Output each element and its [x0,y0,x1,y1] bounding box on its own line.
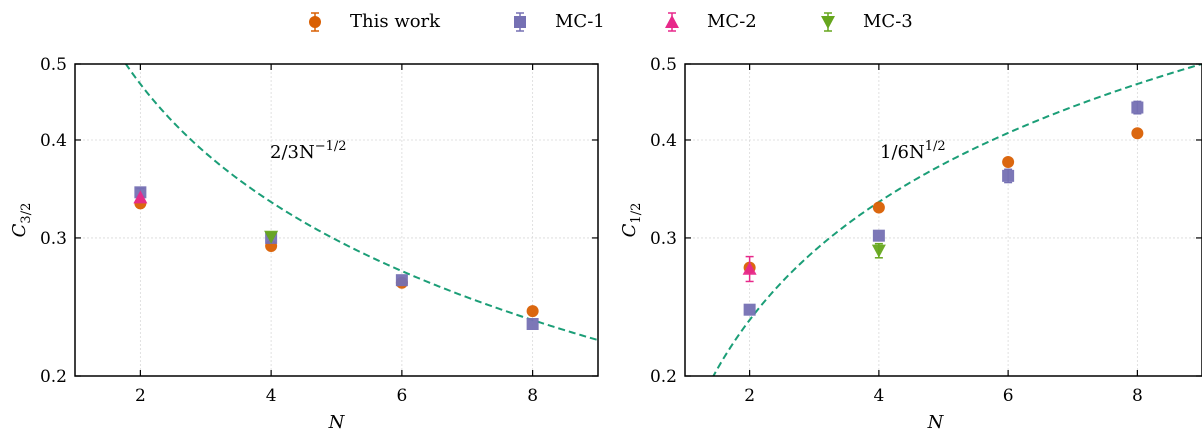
data-point-circle [872,201,885,214]
x-tick-label: 4 [873,386,884,406]
legend-label-mc-2: MC-2 [707,11,757,32]
x-tick-label: 8 [527,386,538,406]
data-point-circle [526,305,539,318]
legend-label-mc-3: MC-3 [863,11,913,32]
curve-annotation: 2/3N−1/2 [270,139,347,163]
chart-panel-1: 2 4 6 8 0.2 0.3 0.4 0.5 N C3/2 2/3N−1/2 [9,55,599,433]
x-tick-label: 6 [396,386,407,406]
data-point-square [872,229,885,242]
data-point-triangle-up [742,261,757,275]
axes-frame [684,63,1202,377]
y-tick-label: 0.3 [650,229,677,249]
triangle-up-marker-icon [665,12,679,32]
square-marker-icon [514,12,526,32]
legend-label-mc-1: MC-1 [555,11,605,32]
curve-annotation-base: 1/6N [880,142,925,163]
y-tick-label: 0.4 [650,131,677,151]
y-tick-label: 0.4 [40,131,67,151]
y-tick-label: 0.2 [40,367,67,387]
y-tick-label: 0.5 [650,55,677,75]
fit-curve [124,64,598,342]
triangle-down-marker-icon [821,12,835,32]
data-point-triangle-down [871,244,886,258]
y-axis-label-main: C [619,223,640,237]
data-point-circle [1002,155,1015,168]
curve-annotation: 1/6N1/2 [880,139,946,163]
x-tick-label: 2 [135,386,146,406]
y-axis-label-sub: 1/2 [629,203,644,224]
data-point-square [743,303,756,316]
fit-curve [712,64,1202,376]
x-tick-label: 8 [1132,386,1143,406]
axes-frame [74,63,599,377]
legend-label-this-work: This work [350,11,441,32]
y-axis-label: C3/2 [9,203,34,238]
y-tick-label: 0.2 [650,367,677,387]
data-point-square [526,317,539,330]
data-point-triangle-down [264,230,279,244]
data-point-triangle-up [133,190,148,204]
curve-annotation-base: 2/3N [270,142,315,163]
x-tick-label: 6 [1003,386,1014,406]
y-axis-label-main: C [9,223,30,237]
y-tick-label: 0.3 [40,229,67,249]
y-axis-label: C1/2 [619,203,644,238]
data-point-square [395,274,408,287]
x-axis-label: N [328,412,346,433]
y-axis-label-sub: 3/2 [19,203,34,224]
chart-legend: This work MC-1 MC-2 MC-3 [300,6,1000,38]
y-tick-label: 0.5 [40,55,67,75]
curve-annotation-exponent: −1/2 [315,139,347,154]
x-tick-label: 2 [744,386,755,406]
data-point-square [1002,169,1015,182]
circle-marker-icon [309,12,321,32]
x-axis-label: N [927,412,945,433]
data-point-square [1131,101,1144,114]
data-point-circle [1131,127,1144,140]
x-tick-label: 4 [266,386,277,406]
curve-annotation-exponent: 1/2 [925,139,946,154]
